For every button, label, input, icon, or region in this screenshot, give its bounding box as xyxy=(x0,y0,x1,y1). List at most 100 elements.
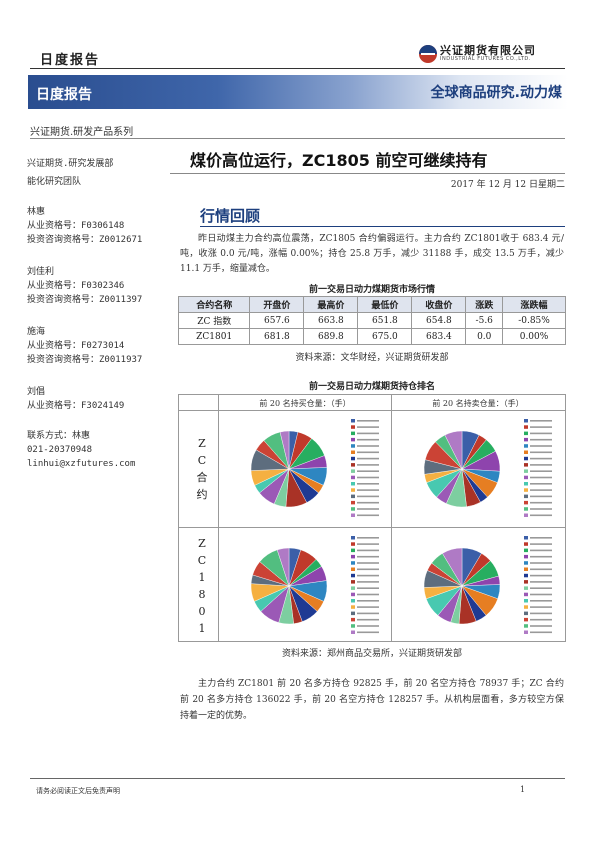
row-label-char: 0 xyxy=(198,605,206,618)
ranking-row-label-zc: Z C 合 约 xyxy=(190,435,214,503)
legend-swatch xyxy=(524,456,528,461)
pie-slice xyxy=(276,547,290,587)
legend-swatch xyxy=(524,611,528,616)
contact-email[interactable]: linhui@xzfutures.com xyxy=(27,459,136,469)
legend-label-placeholder xyxy=(530,489,552,491)
legend-label-placeholder xyxy=(357,432,379,435)
legend-label-placeholder xyxy=(357,457,379,460)
legend-label-placeholder xyxy=(530,457,552,460)
legend-swatch xyxy=(351,599,355,603)
analyst-license: 从业资格号：F0302346 xyxy=(27,281,125,291)
row-label-char: 约 xyxy=(196,488,208,501)
legend-label-placeholder xyxy=(357,600,379,602)
ranking-col-short: 前 20 名持卖仓量：（手） xyxy=(432,399,524,408)
legend-swatch xyxy=(351,548,355,553)
market-review-paragraph: 昨日动煤主力合约高位震荡，ZC1805 合约偏弱运行。主力合约 ZC1801收于… xyxy=(180,234,564,274)
legend-label-placeholder xyxy=(530,420,552,422)
legend-swatch xyxy=(524,500,528,505)
header-divider xyxy=(30,68,565,69)
legend-label-placeholder xyxy=(530,543,552,545)
legend-label-placeholder xyxy=(357,420,379,422)
legend-swatch xyxy=(351,444,355,448)
table-header-cell: 最低价 xyxy=(357,296,413,313)
legend-label-placeholder xyxy=(357,543,379,545)
legend-swatch xyxy=(524,536,528,540)
legend-label-placeholder xyxy=(530,464,552,466)
legend-swatch xyxy=(524,450,528,454)
page-number: 1 xyxy=(520,785,526,794)
legend-swatch xyxy=(524,507,528,511)
legend-label-placeholder xyxy=(530,625,552,627)
legend-label-placeholder xyxy=(357,631,379,634)
pie-chart-zc1801-short xyxy=(423,536,552,634)
legend-label-placeholder xyxy=(357,495,379,498)
position-analysis-paragraph: 主力合约 ZC1801 前 20 名多方持仓 92825 手，前 20 名空方持… xyxy=(180,679,564,721)
analyst-license: 从业资格号：F0273014 xyxy=(27,341,125,351)
legend-label-placeholder xyxy=(357,426,379,428)
table-cell: 681.8 xyxy=(249,328,305,345)
market-table: 合约名称 开盘价 最高价 最低价 收盘价 涨跌 涨跌幅 ZC 指数 657.6 … xyxy=(177,296,566,345)
legend-swatch xyxy=(351,561,355,565)
table-cell: 657.6 xyxy=(249,312,305,329)
legend-swatch xyxy=(524,605,528,609)
company-name-en: INDUSTRIAL FUTURES CO.,LTD. xyxy=(440,56,531,62)
grid-line xyxy=(391,394,392,642)
legend-label-placeholder xyxy=(530,445,552,447)
legend-label-placeholder xyxy=(357,470,379,472)
row-label-char: 1 xyxy=(198,622,206,635)
legend-swatch xyxy=(524,580,528,584)
table-cell: 663.8 xyxy=(303,312,359,329)
legend-label-placeholder xyxy=(357,537,379,539)
legend-label-placeholder xyxy=(530,476,552,479)
pie-slice xyxy=(442,547,463,587)
legend-label-placeholder xyxy=(530,537,552,539)
legend-swatch xyxy=(351,554,355,559)
legend-swatch xyxy=(351,500,355,505)
legend-swatch xyxy=(351,482,355,486)
legend-swatch xyxy=(524,488,528,492)
legend-swatch xyxy=(351,469,355,473)
legend-label-placeholder xyxy=(357,501,379,504)
legend-swatch xyxy=(524,444,528,448)
report-date: 2017 年 12 月 12 日星期二 xyxy=(450,180,565,190)
table-cell: 689.8 xyxy=(303,328,359,345)
pie-chart-zc-long xyxy=(250,419,379,517)
legend-swatch xyxy=(351,536,355,540)
legend-swatch xyxy=(351,475,355,480)
legend-swatch xyxy=(524,513,528,517)
table-header-cell: 开盘价 xyxy=(249,296,305,313)
legend-swatch xyxy=(351,567,355,571)
analyst-name: 刘佳利 xyxy=(27,267,55,277)
table-cell: ZC1801 xyxy=(177,328,251,345)
legend-label-placeholder xyxy=(357,483,379,485)
row-label-char: C xyxy=(197,454,207,467)
legend-swatch xyxy=(524,482,528,486)
table-header-cell: 涨跌幅 xyxy=(502,296,566,313)
legend-swatch xyxy=(351,431,355,436)
ranking-grid xyxy=(178,394,566,642)
legend-swatch xyxy=(524,425,528,429)
legend-swatch xyxy=(524,494,528,499)
banner-report-type: 日度报告 xyxy=(36,87,92,103)
legend-label-placeholder xyxy=(357,438,379,441)
legend-swatch xyxy=(524,630,528,634)
company-name-cn: 兴证期货有限公司 xyxy=(440,44,536,57)
legend-label-placeholder xyxy=(530,549,552,552)
legend-label-placeholder xyxy=(530,593,552,596)
legend-label-placeholder xyxy=(357,581,379,583)
legend-label-placeholder xyxy=(357,587,379,589)
legend-label-placeholder xyxy=(357,612,379,615)
legend-swatch xyxy=(351,592,355,597)
ranking-title: 前一交易日动力煤期货持仓排名 xyxy=(308,382,435,392)
legend-label-placeholder xyxy=(530,438,552,441)
table-cell: 0.00% xyxy=(502,328,566,345)
analyst-name: 施海 xyxy=(27,327,46,337)
contact-label: 联系方式：林惠 xyxy=(27,431,91,441)
legend-swatch xyxy=(524,561,528,565)
pie-slice xyxy=(279,430,290,470)
legend-swatch xyxy=(524,599,528,603)
legend-label-placeholder xyxy=(357,625,379,627)
legend-swatch xyxy=(351,624,355,628)
table-cell: 675.0 xyxy=(357,328,413,345)
title-banner xyxy=(28,75,568,109)
